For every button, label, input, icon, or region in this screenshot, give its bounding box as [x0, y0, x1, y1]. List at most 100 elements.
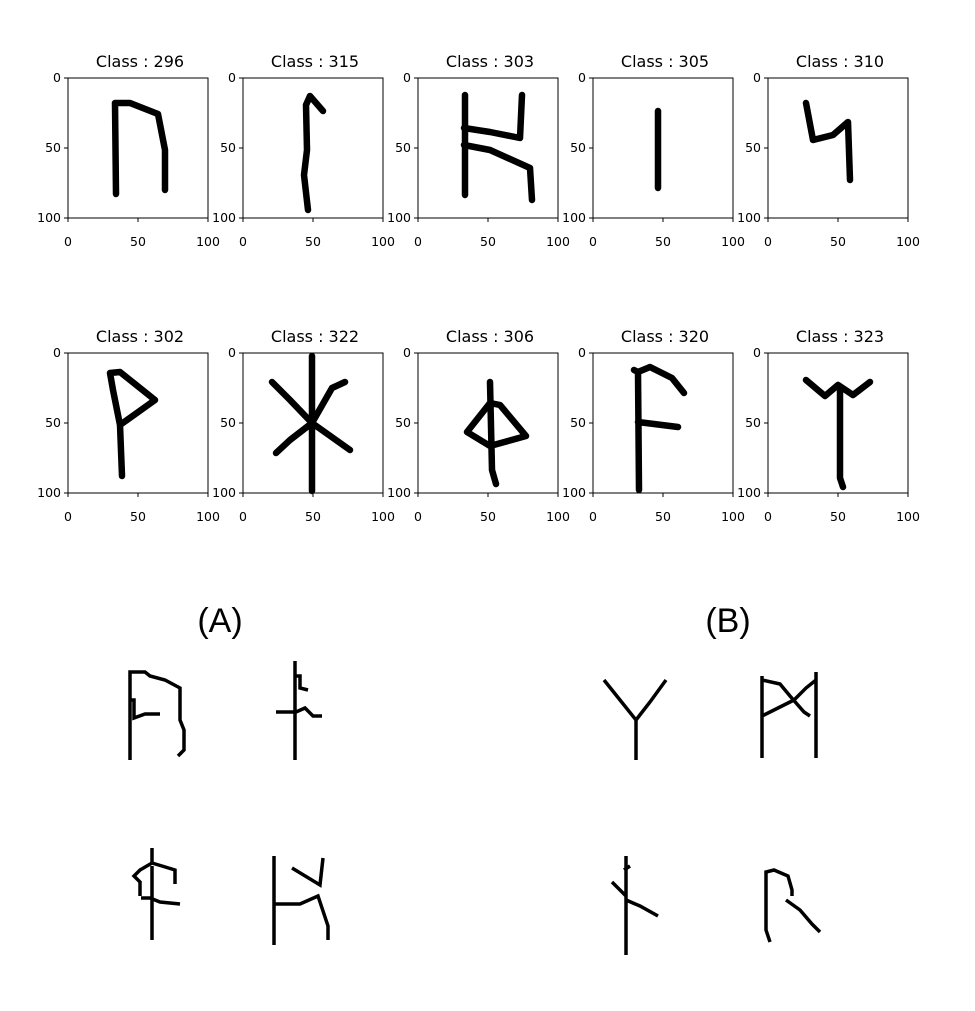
axis-tick-labels: 0 50 100 0 50 100: [562, 345, 745, 524]
generated-rune-glyph: [760, 672, 818, 758]
panel-title: Class : 323: [796, 327, 884, 346]
panel-class-305: Class : 305 0 50 100 0 50 100: [562, 52, 745, 249]
section-label-b: (B): [705, 602, 750, 640]
x-tick-label: 100: [896, 234, 920, 249]
rune-glyph: [630, 363, 688, 494]
generated-rune-glyph: [764, 868, 822, 943]
x-tick-label: 100: [196, 234, 220, 249]
x-tick-label: 0: [64, 234, 72, 249]
panel-title: Class : 296: [96, 52, 184, 71]
axis-tick-labels: 0 50 100 0 50 100: [737, 345, 920, 524]
panel-class-303: Class : 303 0 50 100 0 50 100: [387, 52, 570, 249]
y-tick-label: 50: [745, 140, 761, 155]
image-frame: [592, 77, 734, 219]
x-tick-label: 50: [655, 234, 671, 249]
y-tick-label: 0: [53, 345, 61, 360]
y-tick-label: 100: [37, 210, 61, 225]
panel-title: Class : 303: [446, 52, 534, 71]
panel-class-310: Class : 310 0 50 100 0 50 100: [737, 52, 920, 249]
y-tick-label: 100: [387, 210, 411, 225]
x-tick-label: 50: [830, 234, 846, 249]
image-frame: [67, 352, 209, 494]
rune-glyph: [300, 92, 327, 214]
x-tick-label: 0: [589, 509, 597, 524]
rune-glyph: [268, 352, 354, 495]
x-tick-label: 100: [896, 509, 920, 524]
y-tick-label: 0: [578, 345, 586, 360]
y-tick-label: 50: [395, 140, 411, 155]
y-tick-label: 100: [212, 210, 236, 225]
y-tick-label: 50: [45, 140, 61, 155]
panel-class-296: Class : 296 0 50 100 0 50 100: [37, 52, 220, 249]
y-tick-label: 0: [228, 70, 236, 85]
x-tick-label: 0: [239, 234, 247, 249]
section-label-a: (A): [197, 602, 242, 640]
generated-rune-glyph: [602, 678, 668, 760]
panel-class-306: Class : 306 0 50 100 0 50 100: [387, 327, 570, 524]
axis-tick-labels: 0 50 100 0 50 100: [212, 345, 395, 524]
y-tick-label: 100: [37, 485, 61, 500]
section-a-glyphs: [128, 661, 330, 945]
x-tick-label: 50: [305, 509, 321, 524]
x-tick-label: 0: [64, 509, 72, 524]
x-tick-label: 0: [414, 234, 422, 249]
x-tick-label: 50: [655, 509, 671, 524]
y-tick-label: 100: [737, 210, 761, 225]
y-tick-label: 100: [562, 485, 586, 500]
panel-title: Class : 306: [446, 327, 534, 346]
panel-class-302: Class : 302 0 50 100 0 50 100: [37, 327, 220, 524]
panel-title: Class : 322: [271, 327, 359, 346]
y-tick-label: 0: [753, 345, 761, 360]
y-tick-label: 50: [220, 415, 236, 430]
x-tick-label: 50: [305, 234, 321, 249]
panel-title: Class : 315: [271, 52, 359, 71]
axis-tick-labels: 0 50 100 0 50 100: [212, 70, 395, 249]
panel-title: Class : 320: [621, 327, 709, 346]
y-tick-label: 100: [212, 485, 236, 500]
rune-glyph: [802, 99, 854, 184]
axis-tick-labels: 0 50 100 0 50 100: [387, 70, 570, 249]
image-frame: [67, 77, 209, 219]
panel-title: Class : 302: [96, 327, 184, 346]
x-tick-label: 100: [721, 509, 745, 524]
generated-rune-glyph: [131, 848, 181, 940]
axis-tick-labels: 0 50 100 0 50 100: [737, 70, 920, 249]
y-tick-label: 50: [395, 415, 411, 430]
axis-tick-labels: 0 50 100 0 50 100: [37, 70, 220, 249]
x-tick-label: 0: [239, 509, 247, 524]
y-tick-label: 100: [737, 485, 761, 500]
panel-class-320: Class : 320 0 50 100 0 50 100: [562, 327, 745, 524]
x-tick-label: 100: [546, 509, 570, 524]
y-tick-label: 100: [562, 210, 586, 225]
y-tick-label: 0: [578, 70, 586, 85]
rune-glyph: [802, 376, 874, 491]
x-tick-label: 100: [371, 509, 395, 524]
x-tick-label: 100: [546, 234, 570, 249]
y-tick-label: 0: [753, 70, 761, 85]
y-tick-label: 0: [53, 70, 61, 85]
generated-rune-glyph: [610, 856, 659, 955]
y-tick-label: 100: [387, 485, 411, 500]
x-tick-label: 50: [480, 509, 496, 524]
x-tick-label: 0: [764, 509, 772, 524]
panel-class-322: Class : 322 0 50 100 0 50 100: [212, 327, 395, 524]
image-frame: [767, 77, 909, 219]
x-tick-label: 0: [414, 509, 422, 524]
rune-glyph: [463, 378, 530, 488]
x-tick-label: 100: [371, 234, 395, 249]
panel-title: Class : 305: [621, 52, 709, 71]
section-b-glyphs: [602, 672, 822, 955]
panel-class-323: Class : 323 0 50 100 0 50 100: [737, 327, 920, 524]
y-tick-label: 50: [745, 415, 761, 430]
y-tick-label: 50: [570, 140, 586, 155]
rune-glyph: [111, 99, 169, 198]
x-tick-label: 0: [764, 234, 772, 249]
y-tick-label: 50: [45, 415, 61, 430]
panel-class-315: Class : 315 0 50 100 0 50 100: [212, 52, 395, 249]
axis-tick-labels: 0 50 100 0 50 100: [562, 70, 745, 249]
axis-tick-labels: 0 50 100 0 50 100: [387, 345, 570, 524]
x-tick-label: 50: [830, 509, 846, 524]
x-tick-label: 0: [589, 234, 597, 249]
y-tick-label: 0: [403, 70, 411, 85]
